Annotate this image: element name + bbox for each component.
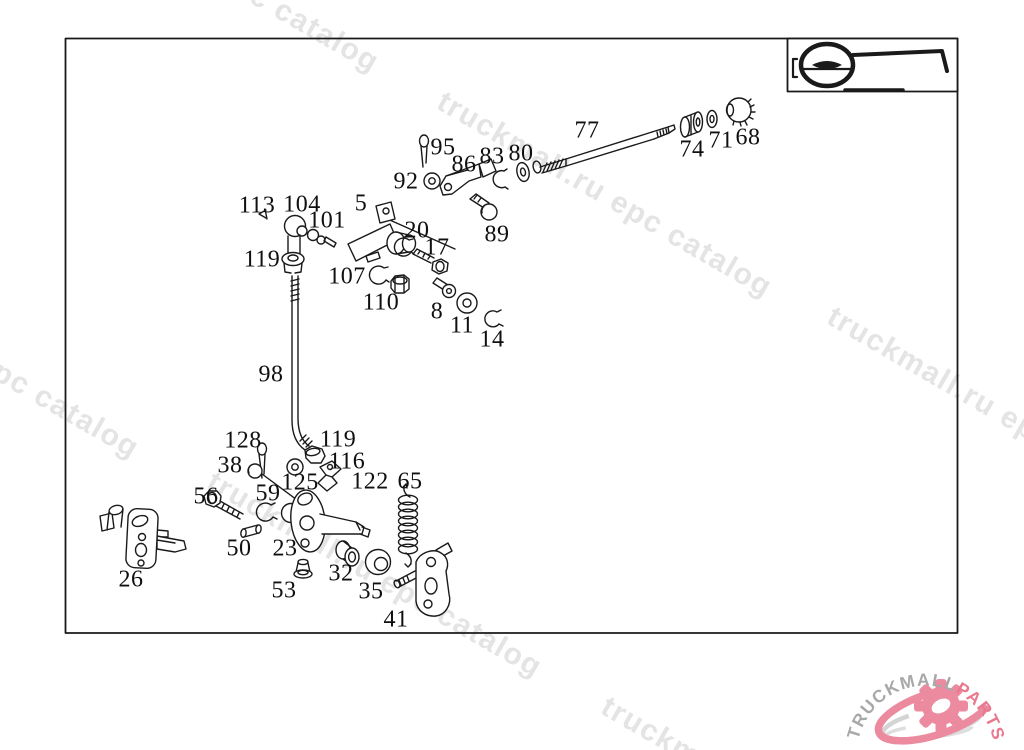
part-125-washer xyxy=(286,458,304,476)
part-41-bracket xyxy=(393,542,453,617)
part-98-rod xyxy=(290,275,313,451)
diagram-frame xyxy=(64,37,959,634)
part-8-bolt xyxy=(432,277,457,299)
part-116-clevis xyxy=(317,460,342,492)
part-68-knurled-nut xyxy=(725,97,756,127)
part-56-bolt xyxy=(203,490,244,520)
part-5-lever xyxy=(347,201,456,263)
part-32-bushing xyxy=(335,540,360,567)
part-26-bracket xyxy=(99,504,187,569)
part-119-nut-upper xyxy=(281,251,305,274)
steering-wheel-icon xyxy=(786,37,959,93)
part-113-clip xyxy=(258,208,268,220)
part-101-ball-socket xyxy=(306,228,337,248)
part-77-shaft xyxy=(539,124,676,174)
part-71-washer xyxy=(706,109,718,129)
part-74-bushing xyxy=(679,111,704,138)
part-50-pin xyxy=(240,524,262,538)
part-53-grommet xyxy=(293,558,313,579)
part-80-washer xyxy=(516,160,542,183)
part-92-washer xyxy=(423,172,441,190)
part-17-bolt xyxy=(412,248,449,275)
part-35-bushing xyxy=(364,548,392,576)
part-89-bolt xyxy=(469,193,498,221)
truckmallparts-logo: TRUCKMALLPARTS xyxy=(843,670,1008,745)
part-11-bushing xyxy=(456,292,478,314)
part-95-cotter-pin xyxy=(418,134,430,168)
part-119-nut-lower xyxy=(304,445,326,464)
part-110-nut xyxy=(390,274,410,294)
part-107-lock-washer xyxy=(368,265,390,285)
part-59-lock-washer xyxy=(255,502,278,522)
part-14-snap-ring xyxy=(484,309,504,328)
part-86-clevis xyxy=(439,158,497,196)
part-23-bell-crank xyxy=(280,489,371,553)
part-65-spring xyxy=(397,483,419,568)
part-83-snap-ring xyxy=(492,168,509,190)
